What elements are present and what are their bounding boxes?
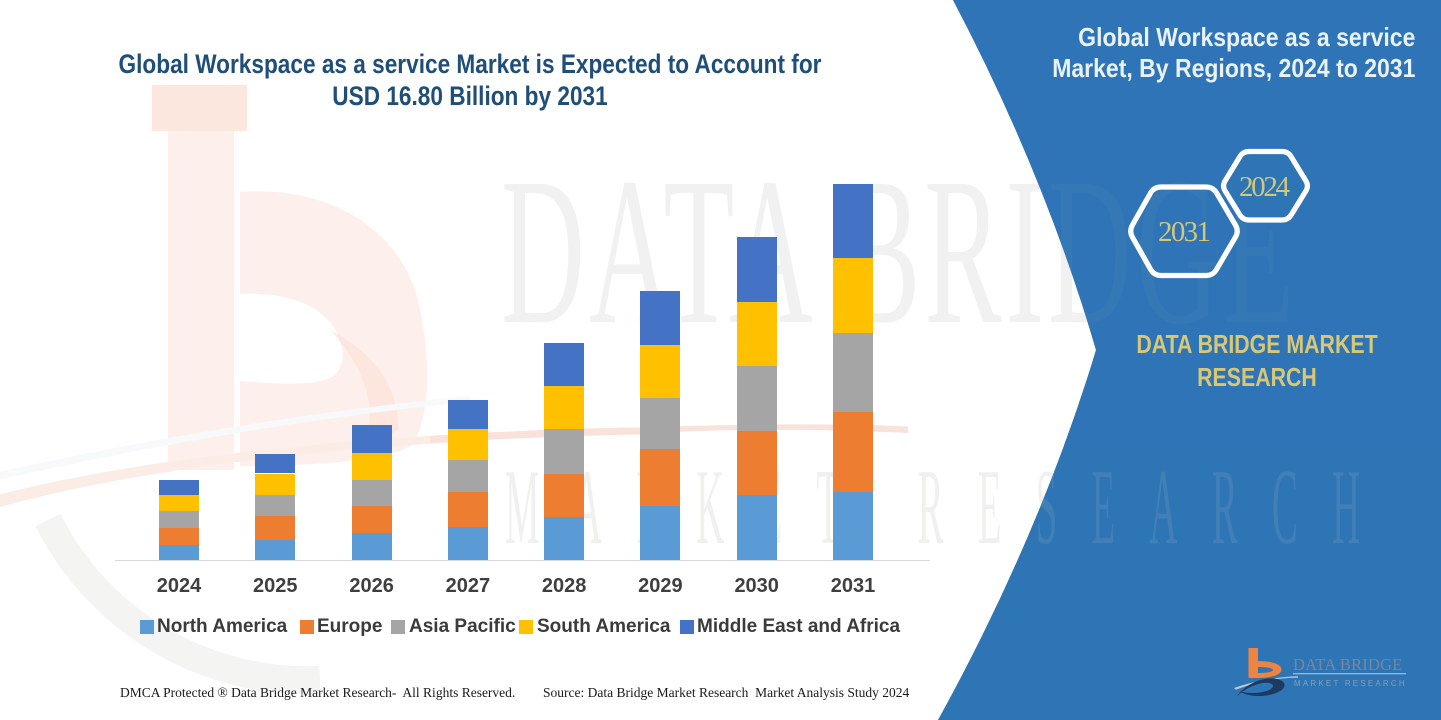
svg-text:MARKET RESEARCH: MARKET RESEARCH (1294, 679, 1407, 688)
svg-text:2031: 2031 (1158, 216, 1211, 248)
svg-text:DATA BRIDGE: DATA BRIDGE (1293, 655, 1403, 674)
svg-text:2024: 2024 (1239, 171, 1291, 203)
